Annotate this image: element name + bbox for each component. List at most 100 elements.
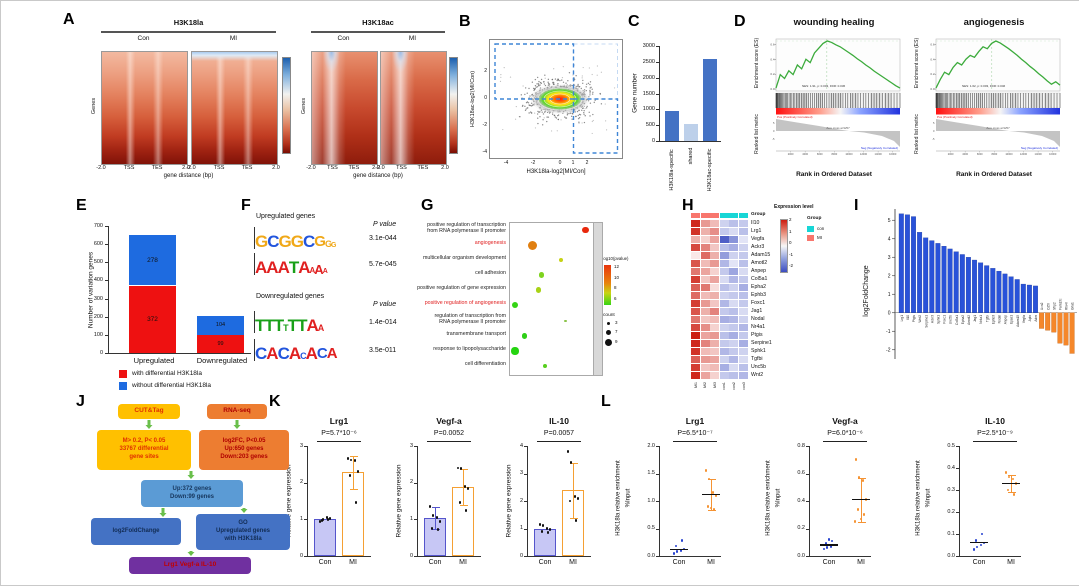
go-legend-color-tick: 6 — [614, 295, 617, 301]
heatmap-cell — [691, 244, 700, 252]
heatmap-cell — [719, 340, 729, 348]
k-data-dot — [346, 457, 350, 461]
l-mean-line — [820, 544, 838, 546]
panel-e-ytick: 300 — [93, 295, 103, 302]
svg-text:Sfrp2: Sfrp2 — [1052, 302, 1056, 310]
svg-text:NES: 1.91, p: 0.003, FDR: 0.03: NES: 1.91, p: 0.003, FDR: 0.036 — [802, 84, 846, 88]
heatmap-legend-tick: 0 — [789, 240, 792, 245]
panel-l-ylabel1-1: H3K18la relative enrichment — [615, 460, 622, 536]
motif-letter: G — [290, 231, 304, 251]
heatmap-cell — [700, 300, 710, 308]
svg-text:Il10: Il10 — [906, 315, 910, 320]
l-data-dot — [859, 517, 863, 521]
panel-c-ytickmark — [656, 46, 659, 47]
svg-text:Zero cross at 9257: Zero cross at 9257 — [826, 126, 850, 130]
l-errcap — [707, 509, 716, 511]
heatmap-group-cell — [691, 213, 700, 218]
flow-box-line: log2FC, P<0.05 — [222, 438, 266, 445]
panel-a-xtick: 2.0 — [441, 165, 449, 171]
heatmap-cell — [729, 324, 739, 332]
panel-a-xlabel-2: gene distance (bp) — [353, 173, 403, 179]
heatmap-cell — [700, 268, 710, 276]
go-term-label: response to lipopolysaccharide — [411, 347, 506, 353]
motif-letter: A — [314, 261, 323, 277]
heatmap-cell — [700, 236, 710, 244]
heatmap-cell — [691, 228, 700, 236]
svg-text:6000: 6000 — [817, 152, 823, 156]
l-data-dot — [856, 507, 860, 511]
panel-a-xlabel-1: gene distance (bp) — [163, 173, 214, 179]
svg-text:Rtn4r: Rtn4r — [1065, 301, 1069, 310]
go-term-line: transmembrane transport — [446, 331, 506, 338]
k-data-dot — [464, 508, 468, 512]
l-chart-xaxis — [809, 556, 871, 557]
l-data-dot — [862, 513, 866, 517]
heatmap-cell — [700, 308, 710, 316]
k-errcap — [431, 506, 440, 508]
panel-c-yaxis — [659, 46, 660, 141]
panel-c-ytickmark — [656, 77, 659, 79]
panel-b-xtick: 2 — [585, 160, 589, 166]
svg-text:Ptgis: Ptgis — [912, 315, 916, 322]
heatmap-cell — [729, 300, 739, 308]
heatmap-cell — [710, 268, 720, 276]
heatmap-cell — [739, 276, 748, 284]
heatmap-cell — [691, 340, 700, 348]
heatmap-cell — [700, 228, 710, 236]
panel-a-col-mi-1: MI — [229, 35, 238, 42]
go-dot — [511, 347, 519, 355]
svg-text:2: 2 — [888, 274, 891, 280]
k-data-dot — [548, 528, 552, 532]
legend-label-with-h3k18la: with differential H3K18la — [132, 370, 202, 377]
heatmap-group-legend-label: MI — [817, 234, 822, 240]
svg-text:5: 5 — [933, 121, 935, 125]
panel-b-xlabel: H3K18la-log2[MI/Con] — [526, 169, 586, 175]
panel-c-bar — [665, 110, 679, 141]
heatmap-cell — [719, 324, 729, 332]
gsea-plot-1: 0.6 0.4 0.2 0.0 NES: 1.91, p: 0.003, FDR: 0.… — [770, 38, 901, 156]
l-errcap — [857, 521, 866, 523]
l-mean-line — [970, 542, 988, 544]
heatmap-legend-tick: -1 — [789, 251, 794, 257]
motif-pvalue-down1: 1.4e-014 — [369, 319, 397, 326]
panel-b-plot — [489, 39, 623, 159]
heatmap-cell — [691, 236, 700, 244]
l-chart-ytickmark — [806, 446, 809, 447]
motif-pvalue-up1: 3.1e-044 — [369, 235, 397, 242]
svg-text:Lrg1: Lrg1 — [900, 315, 904, 322]
gsea1-ylabel-top: Enrichment score (ES) — [754, 37, 761, 89]
l-chart-ytick: 0.8 — [797, 442, 805, 449]
l-chart-ytick: 0.2 — [797, 525, 805, 532]
l-chart-ytick: 0.2 — [947, 508, 955, 515]
panel-h-label: H — [682, 197, 694, 214]
k-data-dot — [466, 486, 470, 490]
heatmap-cell — [700, 356, 710, 364]
svg-text:16000: 16000 — [889, 152, 897, 156]
panel-b-ytick: -4 — [482, 149, 487, 155]
flow-box-line: M> 0.2, P< 0.05 — [122, 438, 166, 445]
svg-text:8000: 8000 — [991, 152, 997, 156]
heatmap-cell — [691, 252, 700, 260]
panel-e-ytickmark — [105, 244, 108, 246]
heatmap-cell — [739, 252, 748, 260]
panel-j-label: J — [76, 393, 85, 410]
heatmap-legend-tick: -2 — [789, 263, 794, 268]
panel-c-ytick: 3000 — [642, 43, 655, 49]
l-data-dot — [853, 520, 857, 523]
svg-text:-5: -5 — [932, 137, 935, 141]
panel-a-ylabel-2: Genes — [300, 97, 307, 115]
heatmap-cell — [710, 292, 720, 300]
l-chart-pvalue: P=2.5*10⁻⁹ — [977, 430, 1013, 437]
k-chart-ytickmark — [524, 528, 527, 530]
k-data-dot — [353, 459, 357, 463]
go-legend-color-title: -log10(pvalue) — [601, 256, 629, 261]
heatmap-gene-label: Tgfbi — [751, 355, 763, 362]
heatmap-cell — [739, 340, 748, 348]
flow-box-line: Up:650 genes — [224, 446, 264, 453]
heatmap-col-label: con3 — [741, 381, 746, 390]
l-chart-ytickmark — [656, 501, 659, 502]
heatmap-cell — [729, 236, 739, 244]
heatmap-cell — [719, 220, 729, 228]
svg-text:0.4: 0.4 — [930, 57, 935, 61]
